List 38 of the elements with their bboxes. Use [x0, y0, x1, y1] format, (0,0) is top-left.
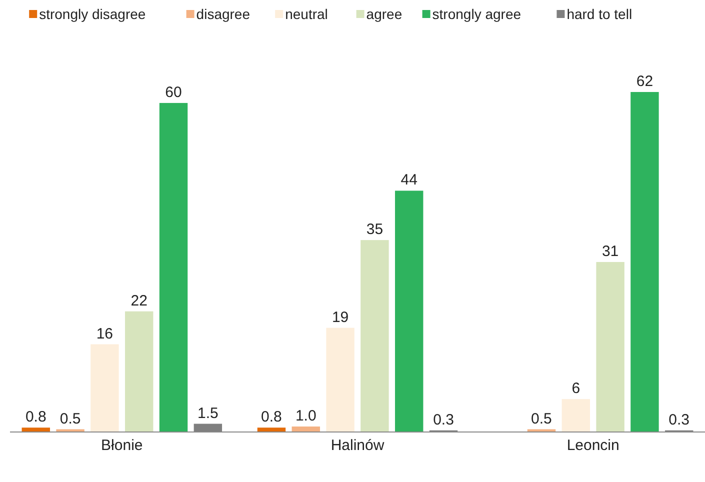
- data-label: 0.3: [433, 411, 454, 428]
- data-label: 16: [96, 325, 114, 342]
- bar: [630, 92, 659, 432]
- data-label: 31: [602, 243, 619, 260]
- data-label: 0.8: [261, 408, 282, 426]
- legend-label: agree: [366, 6, 402, 22]
- bar: [596, 262, 624, 432]
- data-label: 0.5: [60, 410, 81, 428]
- bar: [125, 311, 154, 432]
- data-label: 0.5: [531, 410, 552, 428]
- bar: [360, 240, 389, 432]
- bar: [292, 426, 320, 432]
- legend-label: hard to tell: [566, 6, 632, 22]
- x-tick-label: Leoncin: [566, 437, 620, 454]
- data-label: 0.8: [25, 408, 46, 426]
- data-label: 6: [572, 380, 580, 398]
- legend-label: strongly agree: [432, 6, 522, 22]
- data-label: 44: [400, 172, 418, 189]
- data-label: 60: [165, 84, 182, 101]
- x-tick-label: Błonie: [101, 437, 143, 454]
- data-label: 35: [366, 221, 384, 238]
- bar: [257, 428, 286, 432]
- data-label: 62: [636, 73, 654, 90]
- data-label: 19: [332, 308, 349, 326]
- x-tick-label: Halinów: [330, 437, 384, 454]
- bar: [326, 328, 354, 432]
- legend-label: neutral: [285, 6, 328, 22]
- bar: [395, 190, 424, 432]
- data-label: 22: [130, 292, 148, 310]
- bar: [562, 399, 590, 432]
- legend-label: disagree: [196, 6, 250, 22]
- bar: [159, 102, 188, 432]
- legend-label: strongly disagree: [39, 6, 146, 22]
- data-label: 0.3: [668, 411, 690, 428]
- bar: [22, 428, 50, 432]
- bar: [90, 344, 119, 432]
- data-label: 1.0: [295, 408, 316, 425]
- data-label: 1.5: [197, 404, 218, 422]
